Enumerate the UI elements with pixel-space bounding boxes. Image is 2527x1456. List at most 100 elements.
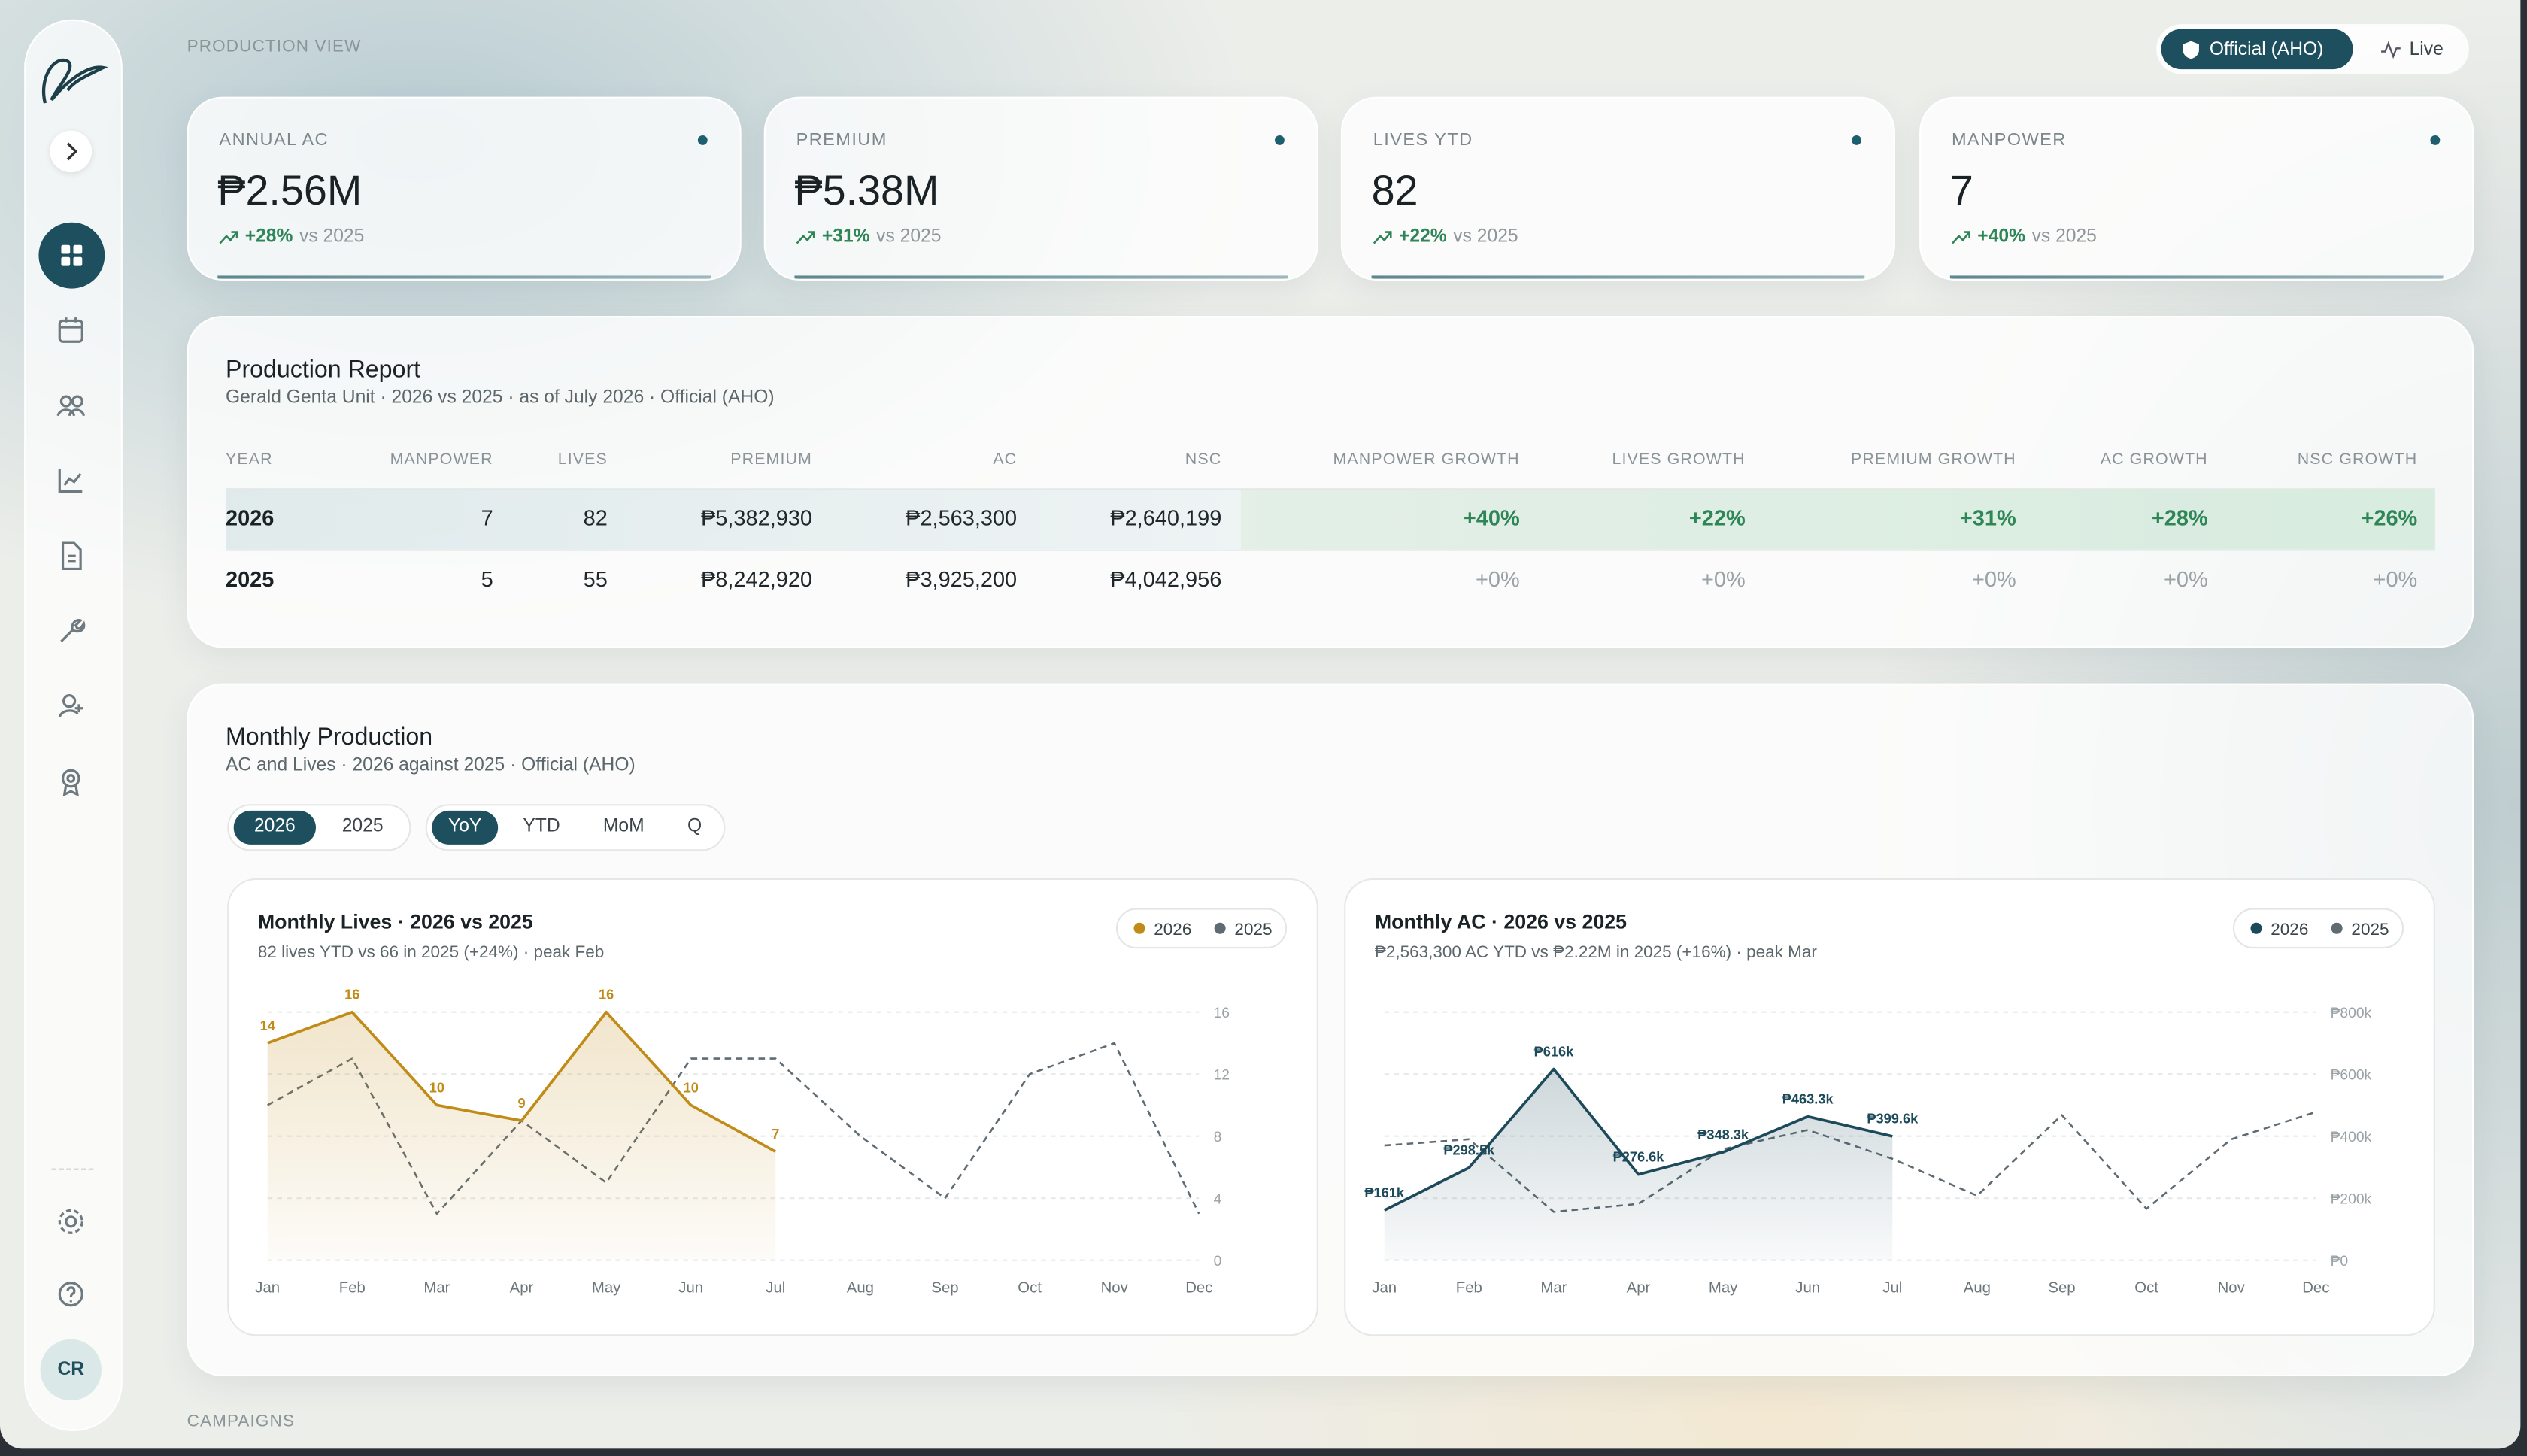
kpi-compare: vs 2025 [299,227,365,247]
table-cell: +0% [1475,566,1520,591]
table-cell: ₱4,042,956 [1110,566,1222,591]
table-cell: 55 [583,566,608,591]
kpi-compare: vs 2025 [1453,227,1518,247]
column-header: NSC [1185,451,1222,469]
table-cell: ₱8,242,920 [701,566,812,591]
table-cell: 2025 [226,566,275,591]
filter-chip[interactable]: MoM [602,817,645,837]
table-cell: +28% [2151,505,2208,530]
expand-button[interactable] [50,130,93,173]
table-cell: +0% [1700,566,1746,591]
kpi-delta-row: +28% vs 2025 [219,226,364,248]
table-cell: 82 [583,505,608,530]
table-cell: +0% [2163,566,2208,591]
table-cell: ₱2,640,199 [1110,505,1222,530]
y-tick-label: ₱0 [2331,1254,2349,1269]
column-header: MANPOWER GROWTH [1333,451,1520,469]
nav-team[interactable] [55,390,87,423]
avatar[interactable]: CR [40,1339,102,1401]
legend-swatch [1133,922,1145,934]
x-tick-label: Oct [2134,1280,2158,1297]
trend-icon [219,231,238,244]
kpi-card: MANPOWER 7 +40% vs 2025 [1919,96,2474,281]
kpi-delta-row: +22% vs 2025 [1373,226,1518,248]
filter-chip[interactable]: 2025 [341,817,384,837]
data-label: ₱161k [1364,1185,1405,1200]
nav-calendar[interactable] [55,314,87,347]
y-tick-label: 16 [1214,1006,1230,1021]
x-tick-label: Mar [1540,1280,1567,1297]
data-label: ₱399.6k [1867,1112,1919,1127]
column-header: PREMIUM [730,451,812,469]
table-cell: +26% [2361,505,2418,530]
legend [1115,908,1288,949]
report-card: Production Report Gerald Genta Unit · 202… [187,316,2474,648]
filter-chip[interactable]: YoY [432,810,499,845]
nav-tools[interactable] [55,616,87,648]
x-tick-label: Jan [1372,1280,1397,1297]
x-tick-label: Oct [1018,1280,1042,1297]
status-dot [697,135,708,145]
table-cell: ₱3,925,200 [906,566,1018,591]
data-label: 16 [344,987,359,1003]
nav-recruit[interactable] [55,690,87,722]
settings-icon[interactable] [55,1206,87,1238]
line-series [267,1010,777,1153]
line-series [1383,1067,1893,1212]
data-label: 7 [772,1127,779,1142]
chart-title: Monthly Lives · 2026 vs 2025 [258,910,533,933]
legend [2232,908,2404,949]
kpi-value: 7 [1949,165,1973,214]
data-label: 9 [517,1096,525,1111]
kpi-label: PREMIUM [796,131,887,150]
monthly-title: Monthly Production [226,723,433,751]
filter-chip[interactable]: Q [687,817,702,837]
legend-label: 2026 [2271,920,2308,939]
kpi-delta: +40% [1977,227,2026,247]
chart-panel: Monthly Lives · 2026 vs 2025 82 lives YTD… [227,878,1318,1336]
table-cell: 5 [481,566,493,591]
kpi-delta-row: +31% vs 2025 [796,226,941,248]
x-tick-label: Jun [1795,1280,1820,1297]
filter-chip[interactable]: YTD [523,817,560,837]
filter-chip[interactable]: 2026 [233,810,316,845]
x-tick-label: Mar [423,1280,450,1297]
y-tick-label: ₱600k [2331,1068,2372,1084]
mode-live[interactable]: Live [2409,40,2444,60]
x-tick-label: Jun [678,1280,703,1297]
nav-awards[interactable] [55,766,87,798]
section-label: PRODUCTION VIEW [187,37,362,56]
kpi-value: ₱2.56M [217,165,363,214]
status-dot [2430,135,2441,145]
data-label: ₱348.3k [1697,1127,1749,1142]
nav-analytics[interactable] [55,464,87,496]
kpi-progress [217,275,711,279]
kpi-value: ₱5.38M [794,165,939,214]
data-label: 14 [260,1018,276,1033]
x-tick-label: Feb [1456,1280,1482,1297]
legend-label: 2025 [2351,920,2389,939]
help-icon[interactable] [55,1278,87,1310]
chart: Monthly Lives · 2026 vs 2025 82 lives YTD… [255,908,1288,1297]
nav-reports[interactable] [55,540,87,572]
mode-official-label: Official (AHO) [2209,40,2324,60]
kpi-delta: +28% [244,227,293,247]
chevron-icon [66,142,78,161]
chart-panel: Monthly AC · 2026 vs 2025 ₱2,563,300 AC Y… [1344,878,2435,1336]
legend-label: 2025 [1234,920,1272,939]
kpi-delta: +22% [1399,227,1447,247]
kpi-value: 82 [1371,165,1418,214]
x-tick-label: May [592,1280,621,1297]
nav-dashboard[interactable] [38,222,105,289]
kpi-delta: +31% [821,227,870,247]
report-subtitle: Gerald Genta Unit · 2026 vs 2025 · as of… [226,388,775,408]
data-label: 10 [429,1080,444,1095]
monthly-subtitle: AC and Lives · 2026 against 2025 · Offic… [226,755,636,775]
x-tick-label: Nov [2218,1280,2246,1297]
table-cell: ₱2,563,300 [906,505,1018,530]
column-header: NSC GROWTH [2297,451,2418,469]
area [267,1012,776,1260]
data-label: ₱616k [1534,1044,1575,1059]
trend-icon [796,231,815,244]
